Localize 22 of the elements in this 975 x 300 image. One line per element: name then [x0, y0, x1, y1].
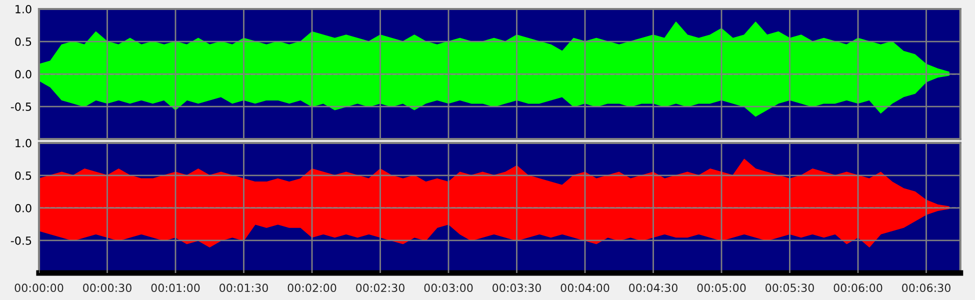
x-tick-label: 00:01:30 [220, 284, 268, 292]
x-tick-label: 00:05:00 [697, 284, 746, 292]
y-tick-label: -0.5 [10, 102, 32, 111]
y-tick-label: 0.0 [15, 204, 32, 212]
y-tick-label: 1.0 [16, 138, 32, 148]
x-tick-label: 00:06:00 [834, 284, 882, 292]
y-tick-label: 1.0 [16, 4, 32, 14]
x-tick-label: 00:02:30 [356, 284, 404, 292]
y-tick-label: 0.5 [15, 37, 32, 46]
x-tick-label: 00:04:00 [560, 284, 610, 292]
x-tick-label: 00:03:30 [492, 284, 541, 292]
x-tick-label: 00:00:00 [14, 284, 64, 292]
x-tick-label: 00:02:00 [288, 284, 336, 292]
x-tick-label: 00:05:30 [766, 284, 814, 292]
x-tick-label: 00:06:30 [902, 284, 950, 292]
y-tick-label: 0.5 [15, 171, 32, 180]
x-tick-label: 00:00:30 [83, 284, 132, 292]
x-tick-label: 00:03:00 [424, 284, 473, 292]
x-tick-label: 00:01:00 [151, 284, 200, 292]
y-tick-label: -0.5 [10, 236, 32, 245]
y-tick-label: 0.0 [15, 70, 32, 78]
x-tick-label: 00:04:30 [629, 284, 678, 292]
